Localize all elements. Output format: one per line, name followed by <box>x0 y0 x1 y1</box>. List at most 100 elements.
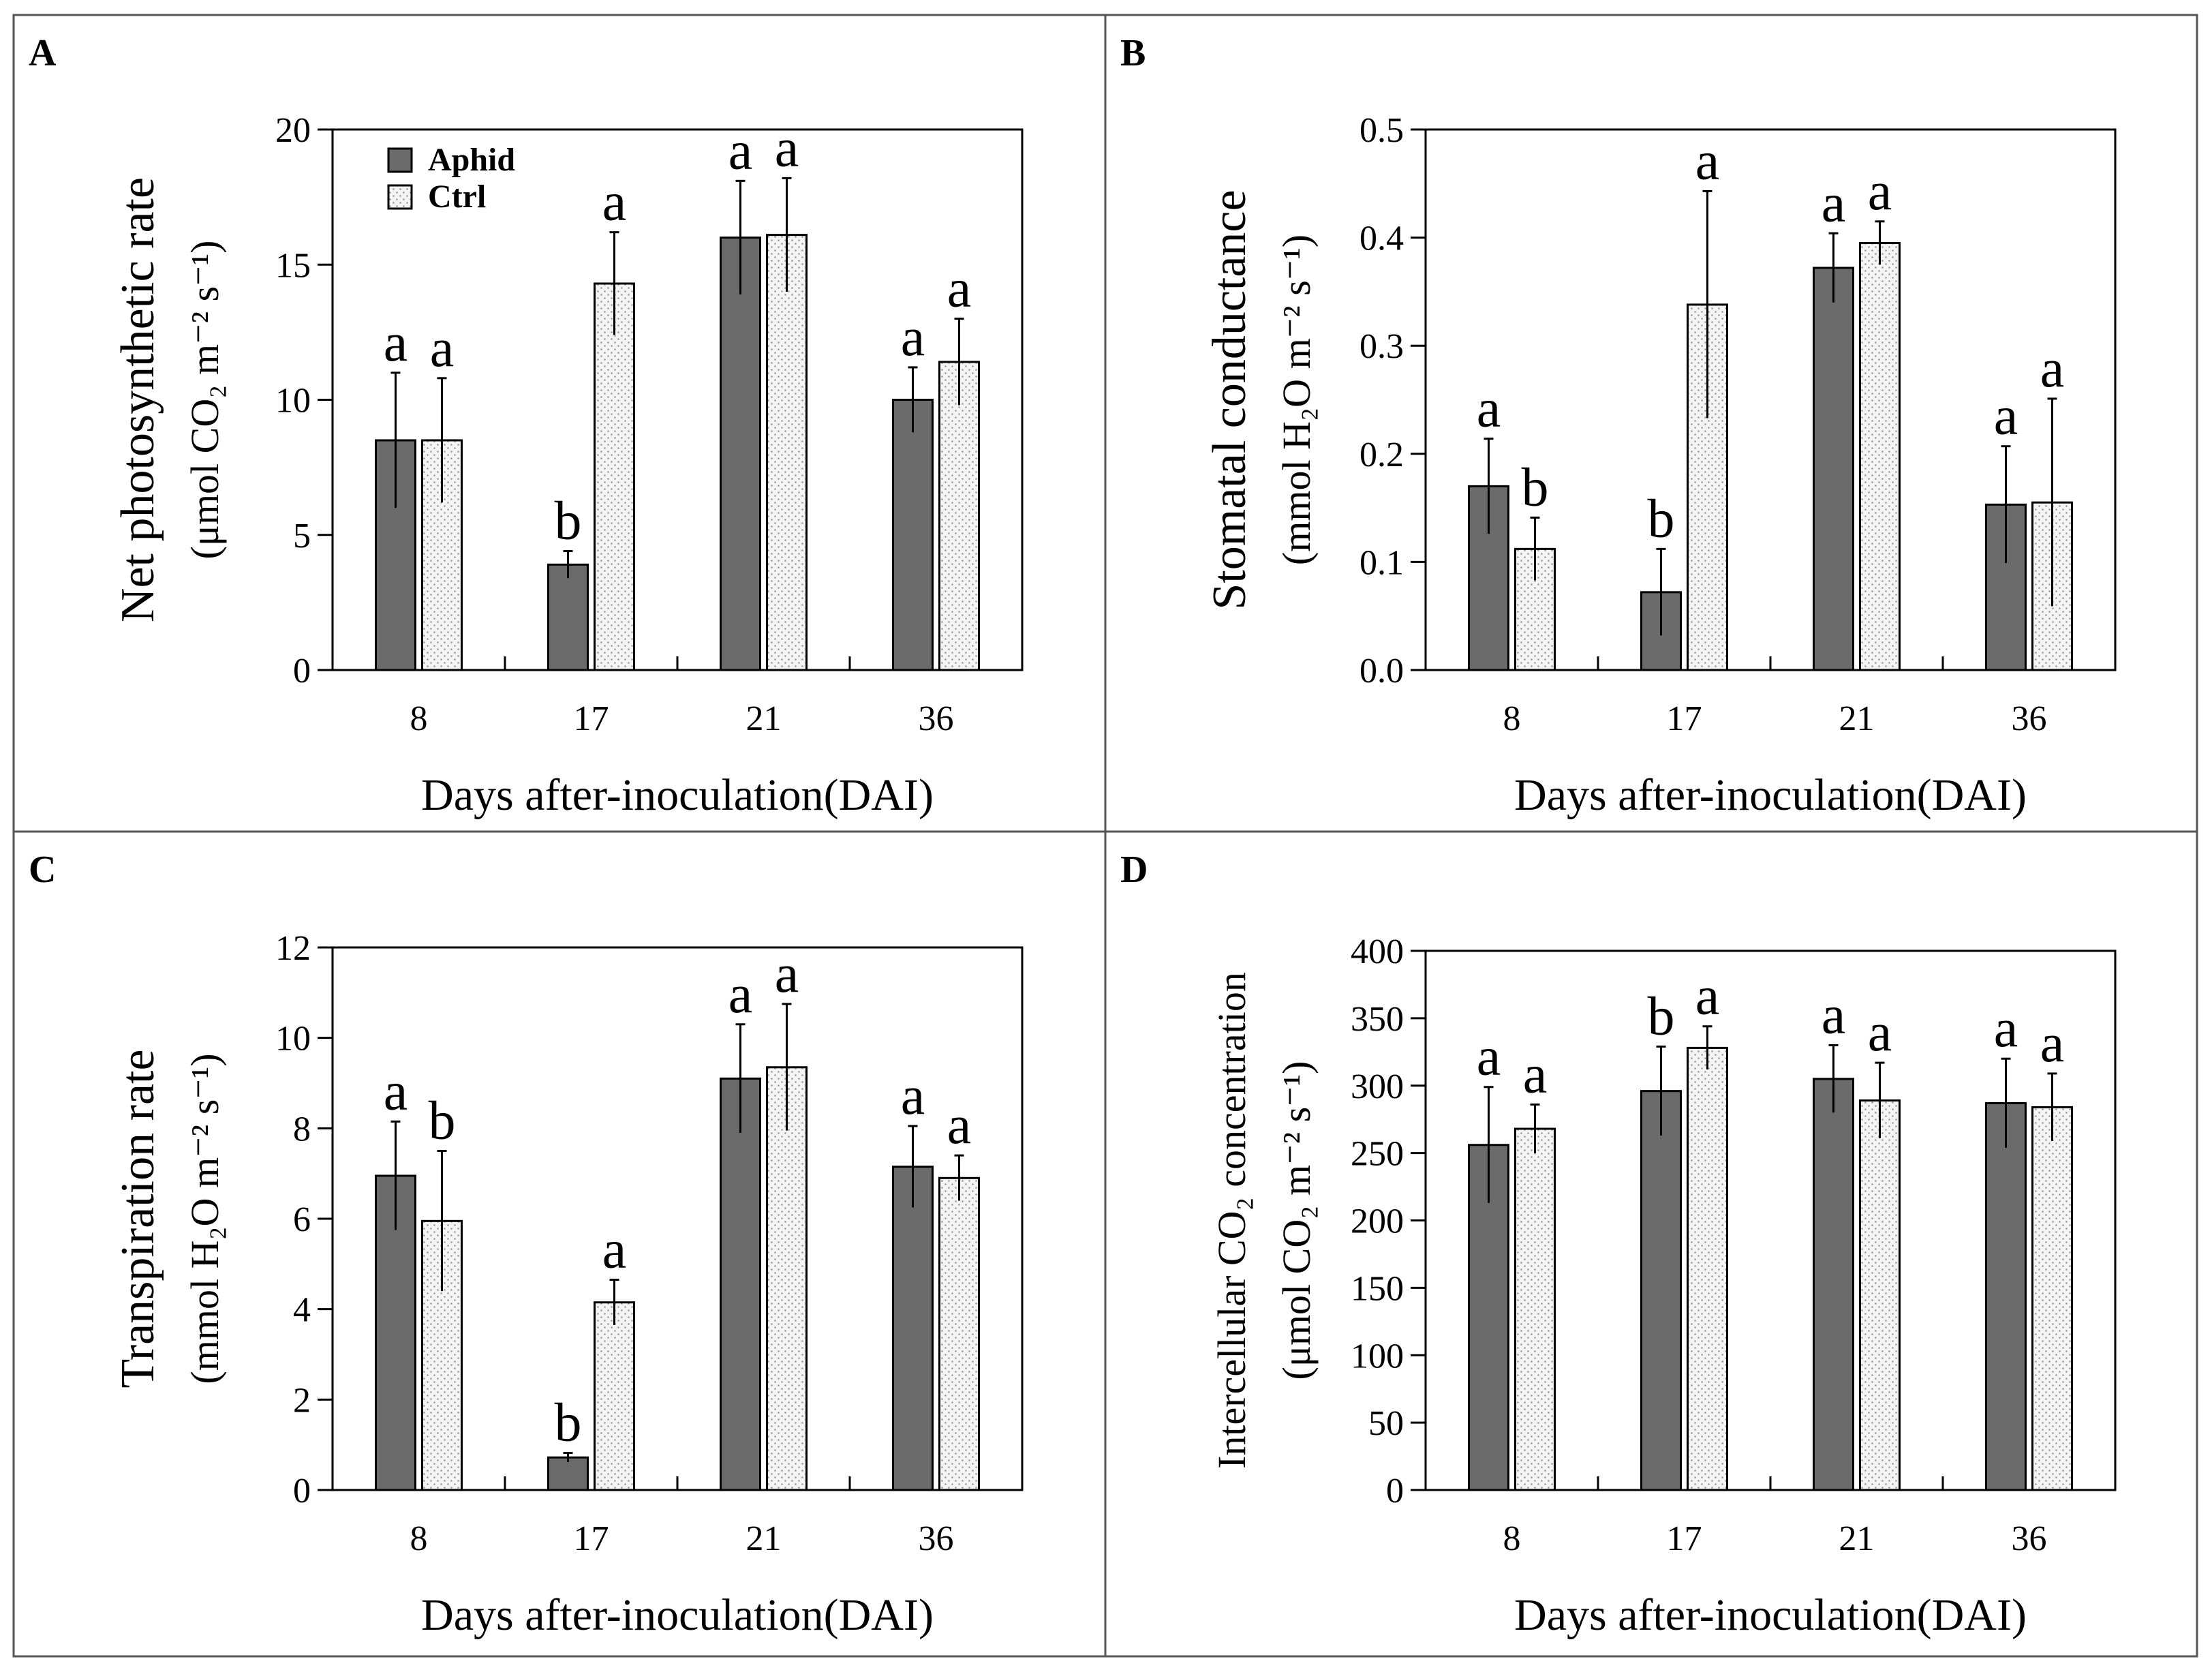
significance-letter: a <box>775 944 799 1004</box>
x-tick-label: 21 <box>1839 1519 1875 1558</box>
significance-letter: a <box>1695 131 1720 191</box>
panel-letter: D <box>1120 849 1148 891</box>
x-tick-label: 36 <box>2012 1519 2047 1558</box>
x-axis-label: Days after-inoculation(DAI) <box>1514 1590 2027 1640</box>
y-tick-label: 0.0 <box>1360 652 1404 690</box>
significance-letter: a <box>947 1095 972 1155</box>
legend-swatch-ctrl <box>387 184 413 210</box>
x-tick-label: 21 <box>746 699 782 738</box>
y-axis-unit-label: (μmol CO₂ m⁻² s⁻¹) <box>1274 1061 1319 1380</box>
x-tick-label: 8 <box>410 1519 428 1558</box>
significance-letter: a <box>384 1061 408 1121</box>
x-tick-label: 17 <box>574 699 609 738</box>
y-axis-label: Intercellular CO₂ concentration <box>1210 972 1254 1469</box>
y-axis-label: Stomatal conductance <box>1203 189 1256 609</box>
significance-letter: a <box>1695 967 1720 1027</box>
x-tick-label: 17 <box>574 1519 609 1558</box>
x-tick-label: 8 <box>410 699 428 738</box>
significance-letter: b <box>555 491 582 551</box>
bar-aphid <box>720 237 761 671</box>
y-tick-label: 350 <box>1351 1000 1404 1039</box>
y-tick-label: 0.1 <box>1360 543 1404 582</box>
y-tick-label: 0.4 <box>1360 219 1404 258</box>
x-tick-label: 17 <box>1667 1519 1702 1558</box>
y-tick-label: 0.5 <box>1360 111 1404 150</box>
bar-ctrl <box>938 1176 980 1491</box>
bar-ctrl <box>766 234 808 671</box>
bar-ctrl <box>766 1066 808 1491</box>
significance-letter: a <box>728 964 753 1024</box>
significance-letter: a <box>1994 386 2018 446</box>
x-tick-label: 36 <box>919 699 954 738</box>
significance-letter: b <box>1648 489 1675 549</box>
significance-letter: a <box>602 1220 627 1280</box>
significance-letter: a <box>1822 173 1846 233</box>
significance-letter: a <box>602 172 627 232</box>
y-tick-label: 12 <box>275 929 311 968</box>
y-tick-label: 0.3 <box>1360 327 1404 366</box>
significance-letter: a <box>1994 999 2018 1059</box>
y-tick-label: 50 <box>1368 1404 1404 1443</box>
significance-letter: a <box>384 313 408 373</box>
bar-ctrl <box>594 1301 635 1491</box>
panel-border <box>1104 830 2198 1658</box>
significance-letter: a <box>947 259 972 319</box>
significance-letter: a <box>1822 985 1846 1045</box>
y-tick-label: 100 <box>1351 1337 1404 1375</box>
x-tick-label: 21 <box>1839 699 1875 738</box>
significance-letter: a <box>1477 1027 1501 1087</box>
y-tick-label: 8 <box>293 1110 311 1149</box>
y-tick-label: 250 <box>1351 1135 1404 1174</box>
significance-letter: a <box>1868 162 1892 222</box>
bar-aphid <box>547 563 589 671</box>
y-tick-label: 4 <box>293 1291 311 1330</box>
x-tick-label: 8 <box>1503 1519 1521 1558</box>
significance-letter: a <box>901 1066 925 1126</box>
panel-letter: C <box>29 849 56 891</box>
significance-letter: a <box>1868 1003 1892 1063</box>
y-axis-label: Net photosynthetic rate <box>112 177 164 622</box>
bar-ctrl <box>2031 1106 2073 1491</box>
panel-letter: B <box>1120 32 1146 74</box>
bar-aphid <box>1985 1101 2027 1491</box>
significance-letter: b <box>1648 986 1675 1046</box>
significance-letter: a <box>2040 339 2065 399</box>
significance-letter: b <box>1522 457 1549 517</box>
y-tick-label: 20 <box>275 111 311 150</box>
legend-label-aphid: Aphid <box>428 142 515 178</box>
y-axis-label: Transpiration rate <box>112 1049 164 1388</box>
bar-aphid <box>1813 1078 1854 1491</box>
bar-ctrl <box>1859 1099 1901 1491</box>
y-tick-label: 15 <box>275 246 311 285</box>
y-tick-label: 2 <box>293 1381 311 1420</box>
bar-ctrl <box>938 361 980 671</box>
bar-aphid <box>1813 267 1854 671</box>
x-axis-label: Days after-inoculation(DAI) <box>1514 770 2027 820</box>
bar-aphid <box>892 399 934 671</box>
y-tick-label: 10 <box>275 1020 311 1059</box>
bar-aphid <box>547 1456 589 1491</box>
significance-letter: a <box>1523 1044 1548 1104</box>
y-axis-unit-label: (mmol H₂O m⁻² s⁻¹) <box>1274 234 1319 565</box>
x-tick-label: 36 <box>2012 699 2047 738</box>
bar-aphid <box>892 1166 934 1491</box>
y-tick-label: 0.2 <box>1360 436 1404 474</box>
bar-ctrl <box>594 282 635 671</box>
y-axis-unit-label: (μmol CO₂ m⁻² s⁻¹) <box>183 241 227 560</box>
x-axis-label: Days after-inoculation(DAI) <box>421 770 934 820</box>
significance-letter: b <box>429 1091 456 1151</box>
bar-ctrl <box>1514 1127 1556 1491</box>
y-tick-label: 150 <box>1351 1269 1404 1308</box>
bar-ctrl <box>1687 1046 1728 1491</box>
y-tick-label: 300 <box>1351 1067 1404 1106</box>
significance-letter: a <box>430 318 455 378</box>
x-tick-label: 36 <box>919 1519 954 1558</box>
x-tick-label: 21 <box>746 1519 782 1558</box>
panel-letter: A <box>29 32 57 74</box>
y-tick-label: 400 <box>1351 932 1404 971</box>
